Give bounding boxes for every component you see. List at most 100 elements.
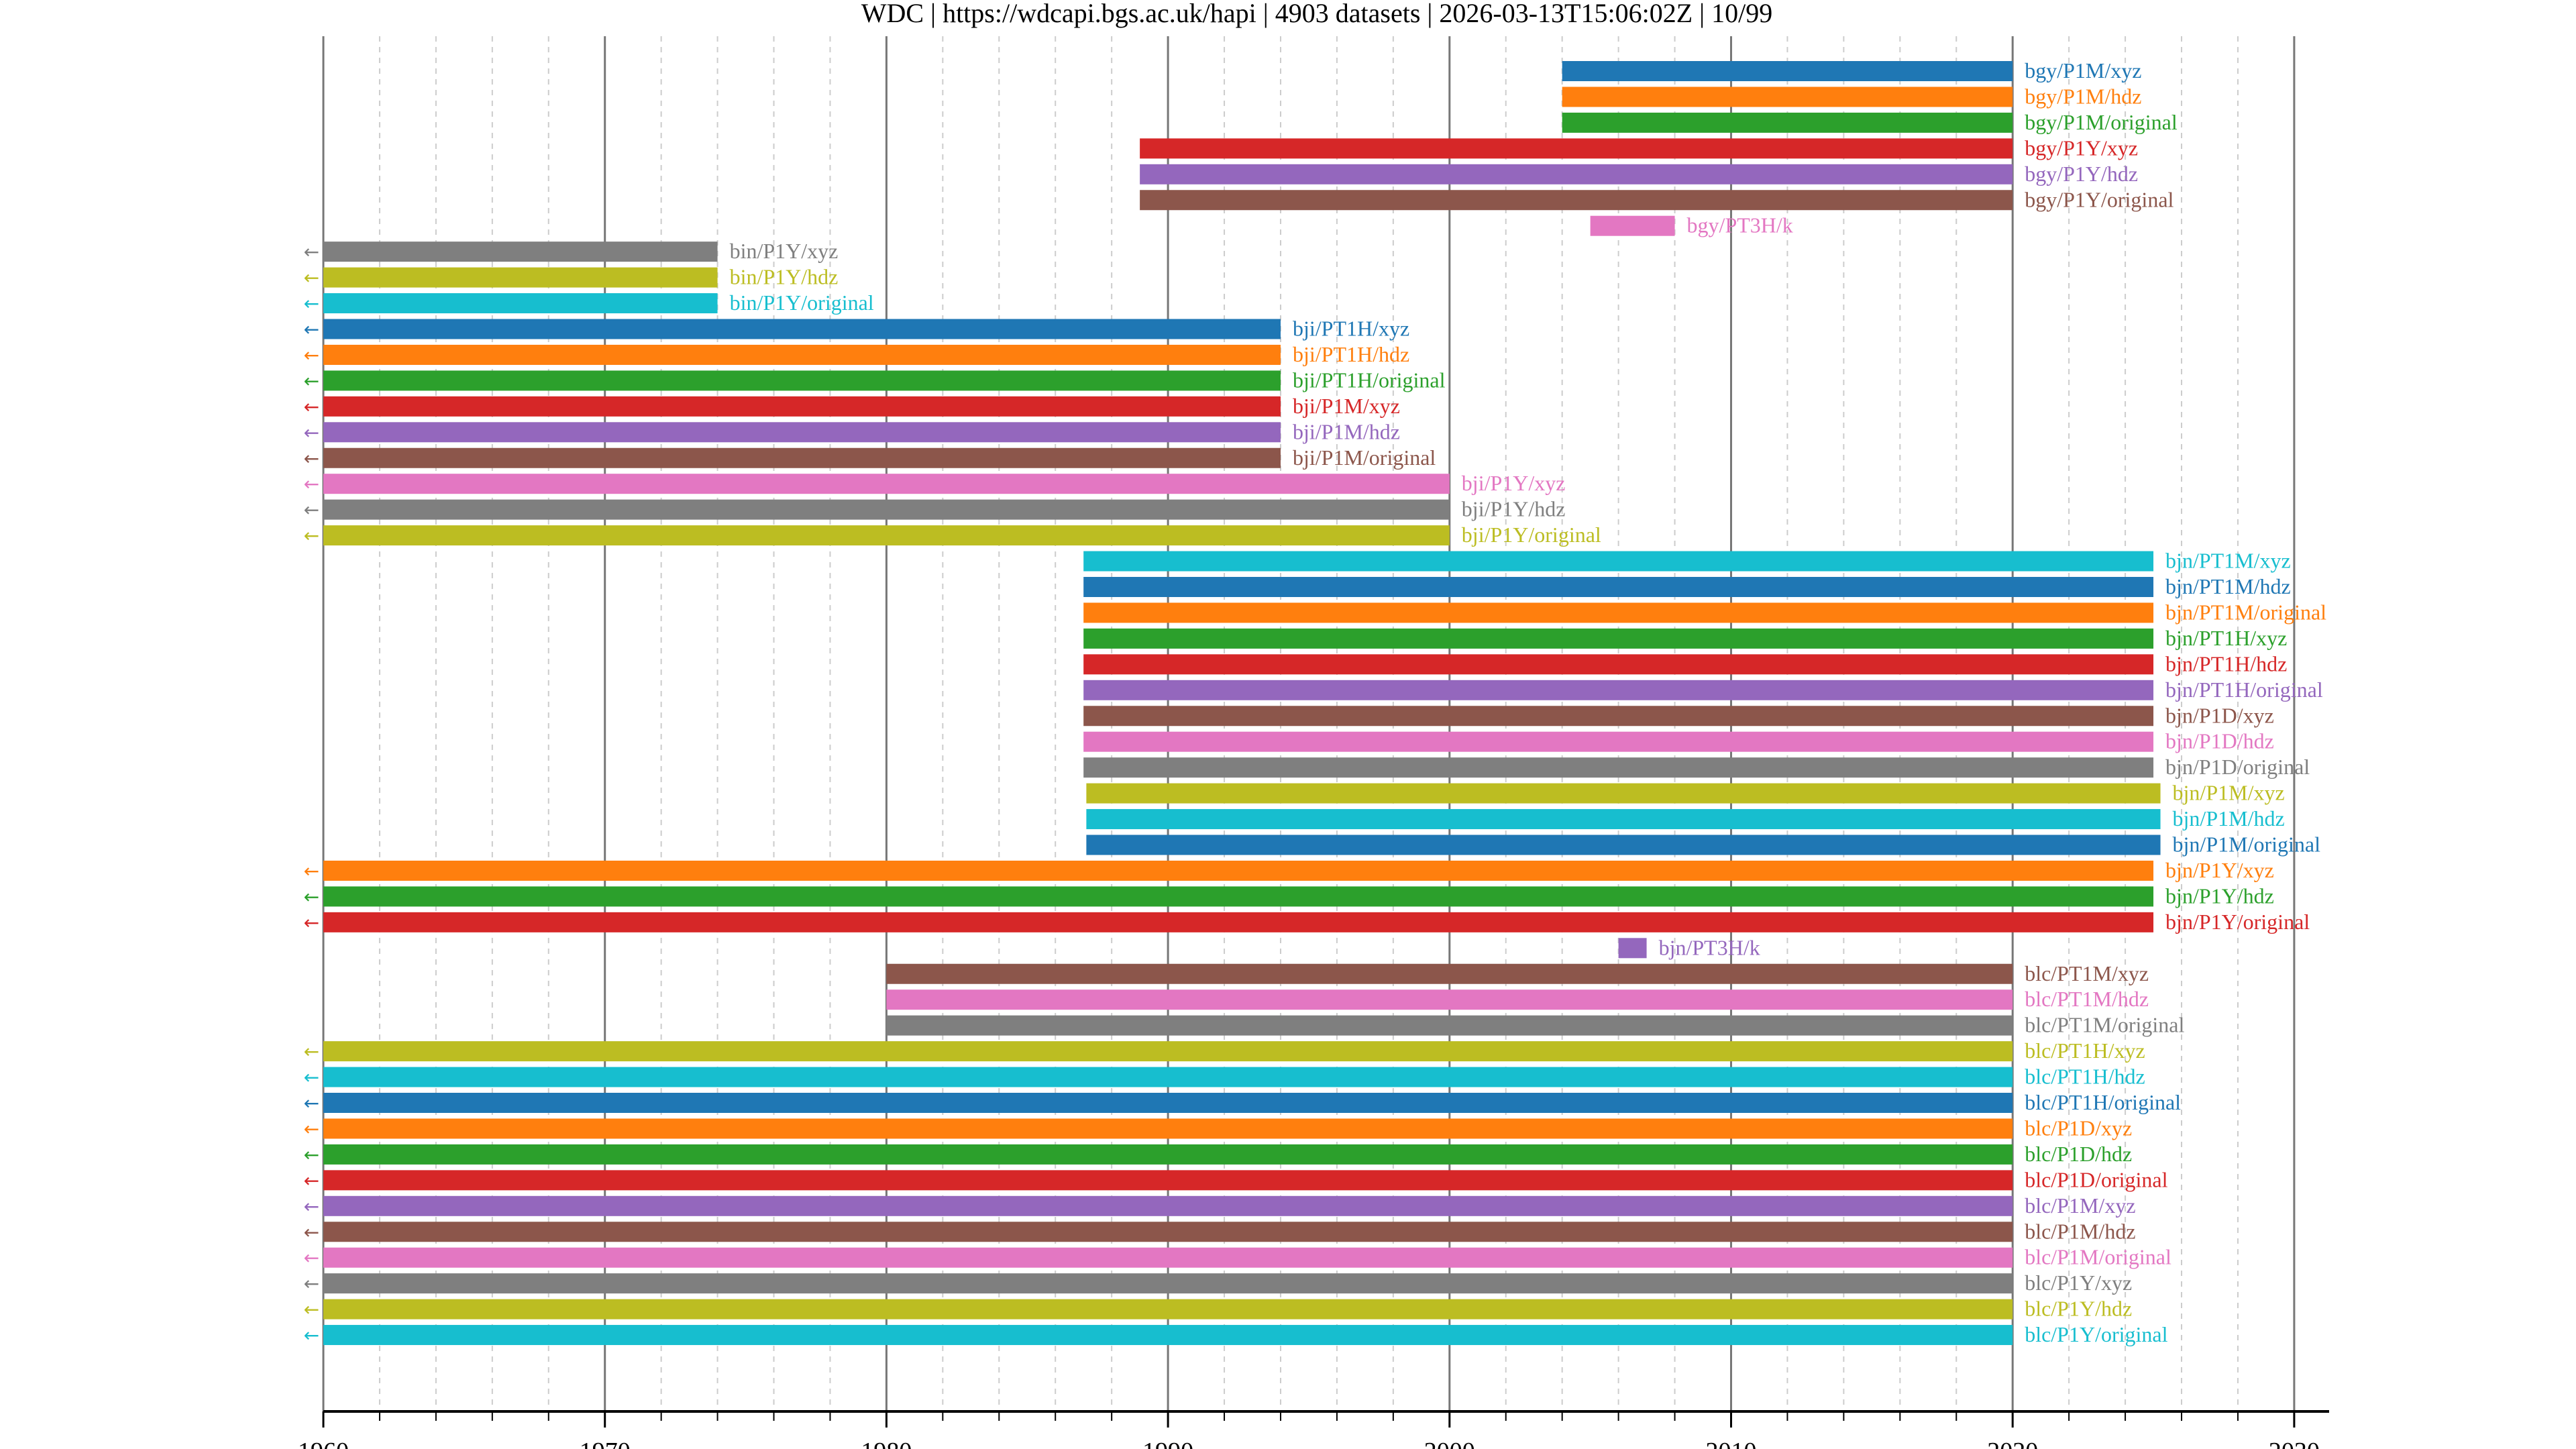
timeline-bar <box>1086 835 2161 855</box>
timeline-row: blc/P1M/hdz ← <box>304 1219 2136 1243</box>
timeline-bar <box>886 1015 2013 1036</box>
timeline-bar <box>323 344 1281 365</box>
timeline-row: blc/P1M/xyz ← <box>304 1193 2136 1218</box>
timeline-bar <box>1083 680 2154 700</box>
series-label: bjn/P1D/original <box>2165 755 2310 779</box>
timeline-bar <box>1083 706 2154 727</box>
timeline-row: bjn/PT1M/original <box>1083 600 2326 624</box>
timeline-bar <box>1086 809 2161 830</box>
series-label: bjn/PT1M/xyz <box>2165 549 2291 573</box>
series-label: bjn/P1M/hdz <box>2173 806 2285 830</box>
series-label: bji/PT1H/original <box>1293 368 1446 392</box>
timeline-row: bgy/P1Y/original <box>1140 187 2174 211</box>
series-label: bji/PT1H/xyz <box>1293 317 1409 341</box>
timeline-row: blc/PT1M/hdz <box>886 987 2149 1011</box>
timeline-bar <box>323 912 2154 932</box>
before-range-arrow-icon: ← <box>304 370 319 392</box>
timeline-row: bgy/P1M/hdz <box>1562 84 2141 108</box>
before-range-arrow-icon: ← <box>304 1273 319 1295</box>
timeline-bar <box>323 447 1281 468</box>
timeline-bar <box>323 1299 2013 1320</box>
series-label: bji/PT1H/hdz <box>1293 342 1409 366</box>
series-label: bjn/PT1H/original <box>2165 678 2323 702</box>
timeline-row: bjn/PT1M/hdz <box>1083 574 2291 598</box>
timeline-bar <box>1083 654 2154 675</box>
series-label: blc/P1M/hdz <box>2025 1219 2135 1243</box>
before-range-arrow-icon: ← <box>304 1092 319 1114</box>
timeline-bar <box>323 1041 2013 1062</box>
series-label: blc/P1Y/hdz <box>2025 1297 2132 1321</box>
timeline-bar <box>1562 112 2013 133</box>
before-range-arrow-icon: ← <box>304 1195 319 1218</box>
timeline-row: bji/P1Y/xyz ← <box>304 471 1566 495</box>
x-tick-label: 1980 <box>861 1438 912 1449</box>
x-tick-label: 1960 <box>298 1438 349 1449</box>
x-tick-label: 1970 <box>580 1438 631 1449</box>
timeline-row: bjn/PT1H/original <box>1083 678 2323 702</box>
series-label: bgy/PT3H/k <box>1687 213 1793 237</box>
timeline-bar <box>1083 551 2154 572</box>
timeline-bar <box>323 474 1450 494</box>
before-range-arrow-icon: ← <box>304 885 319 908</box>
timeline-bar <box>323 293 718 314</box>
timeline-row: bjn/P1M/xyz <box>1086 781 2285 805</box>
timeline-bar <box>1140 138 2013 159</box>
series-label: blc/P1D/hdz <box>2025 1142 2132 1166</box>
series-label: bjn/PT1H/hdz <box>2165 651 2287 676</box>
series-label: bgy/P1M/xyz <box>2025 58 2141 83</box>
series-label: bin/P1Y/original <box>730 290 874 315</box>
before-range-arrow-icon: ← <box>304 396 319 418</box>
before-range-arrow-icon: ← <box>304 1169 319 1191</box>
timeline-bar <box>323 319 1281 339</box>
timeline-row: bjn/P1D/hdz <box>1083 729 2274 753</box>
timeline-row: bji/P1Y/original ← <box>304 523 1601 547</box>
timeline-bar <box>1590 215 1675 236</box>
before-range-arrow-icon: ← <box>304 1324 319 1346</box>
timeline-bar <box>323 499 1450 520</box>
chart-title: WDC | https://wdcapi.bgs.ac.uk/hapi | 49… <box>861 0 1773 28</box>
series-label: blc/PT1M/original <box>2025 1013 2184 1037</box>
x-tick-label: 2000 <box>1424 1438 1475 1449</box>
timeline-bar <box>1086 783 2161 804</box>
series-label: bji/P1Y/hdz <box>1462 497 1566 521</box>
timeline-bar <box>1083 602 2154 623</box>
before-range-arrow-icon: ← <box>304 1144 319 1166</box>
timeline-row: bin/P1Y/original ← <box>304 290 874 315</box>
timeline-row: bji/PT1H/original ← <box>304 368 1446 392</box>
before-range-arrow-icon: ← <box>304 860 319 882</box>
timeline-row: bji/P1M/hdz ← <box>304 419 1400 443</box>
series-label: bjn/PT1M/hdz <box>2165 574 2291 598</box>
series-label: blc/P1Y/xyz <box>2025 1271 2132 1295</box>
timeline-row: bjn/PT1M/xyz <box>1083 549 2291 573</box>
timeline-row: blc/P1D/original ← <box>304 1167 2168 1191</box>
timeline-row: blc/PT1H/xyz ← <box>304 1038 2145 1063</box>
before-range-arrow-icon: ← <box>304 1040 319 1063</box>
series-label: blc/PT1M/xyz <box>2025 961 2149 985</box>
timeline-row: blc/P1Y/original ← <box>304 1322 2168 1346</box>
before-range-arrow-icon: ← <box>304 319 319 341</box>
series-label: bji/P1Y/xyz <box>1462 471 1566 495</box>
timeline-row: bji/P1M/xyz ← <box>304 394 1400 418</box>
series-label: bji/P1Y/original <box>1462 523 1601 547</box>
timeline-row: blc/P1Y/hdz ← <box>304 1297 2133 1321</box>
timeline-row: bjn/P1Y/hdz ← <box>304 883 2274 908</box>
series-label: blc/P1M/xyz <box>2025 1193 2135 1218</box>
timeline-bar <box>323 1067 2013 1087</box>
series-label: blc/PT1H/hdz <box>2025 1065 2145 1089</box>
timeline-row: bjn/P1D/original <box>1083 755 2310 779</box>
timeline-row: blc/P1M/original ← <box>304 1245 2171 1269</box>
before-range-arrow-icon: ← <box>304 1299 319 1321</box>
series-label: bjn/P1Y/original <box>2165 910 2310 934</box>
timeline-row: bji/P1M/original ← <box>304 445 1436 470</box>
series-label: bji/P1M/xyz <box>1293 394 1400 418</box>
timeline-bar <box>323 422 1281 443</box>
timeline-bar <box>323 1170 2013 1191</box>
timeline-row: bji/PT1H/hdz ← <box>304 342 1410 366</box>
timeline-bar <box>1140 190 2013 211</box>
series-label: blc/PT1H/original <box>2025 1090 2181 1114</box>
before-range-arrow-icon: ← <box>304 525 319 547</box>
series-label: bji/P1M/original <box>1293 445 1436 470</box>
timeline-row: bgy/P1Y/xyz <box>1140 136 2138 160</box>
timeline-row: bjn/PT3H/k <box>1618 935 1760 959</box>
